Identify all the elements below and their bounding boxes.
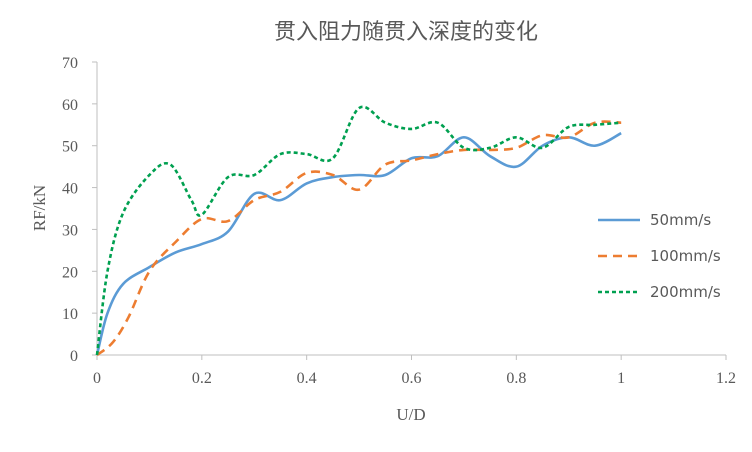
x-tick-label: 0 xyxy=(93,370,101,387)
y-tick-label: 20 xyxy=(62,264,78,281)
y-tick-label: 60 xyxy=(62,97,78,114)
legend-label: 100mm/s xyxy=(650,247,721,265)
axes: 0 0.2 0.4 0.6 0.8 1 1.2 0 10 20 30 40 50 60 70 xyxy=(62,55,736,387)
y-tick-label: 70 xyxy=(62,55,78,72)
series-line-2 xyxy=(96,120,622,357)
x-tick-label: 1 xyxy=(617,370,625,387)
y-tick-label: 10 xyxy=(62,306,78,323)
legend: 50mm/s 100mm/s 200mm/s xyxy=(598,211,721,301)
y-tick-label: 0 xyxy=(70,348,78,365)
chart-title: 贯入阻力随贯入深度的变化 xyxy=(274,20,538,45)
y-tick-label: 30 xyxy=(62,222,78,239)
x-tick-label: 1.2 xyxy=(716,370,736,387)
x-tick-label: 0.4 xyxy=(297,370,317,387)
x-tick-label: 0.8 xyxy=(506,370,526,387)
y-tick-label: 50 xyxy=(62,139,78,156)
series-line-1 xyxy=(95,131,622,356)
series-line-3 xyxy=(95,105,622,356)
series-lines xyxy=(95,105,622,357)
y-axis-label: RF/kN xyxy=(30,185,49,231)
x-tick-label: 0.2 xyxy=(192,370,212,387)
x-axis-label: U/D xyxy=(396,405,425,424)
legend-label: 200mm/s xyxy=(650,283,721,301)
legend-label: 50mm/s xyxy=(650,211,711,229)
x-tick-label: 0.6 xyxy=(402,370,422,387)
y-tick-label: 40 xyxy=(62,181,78,198)
